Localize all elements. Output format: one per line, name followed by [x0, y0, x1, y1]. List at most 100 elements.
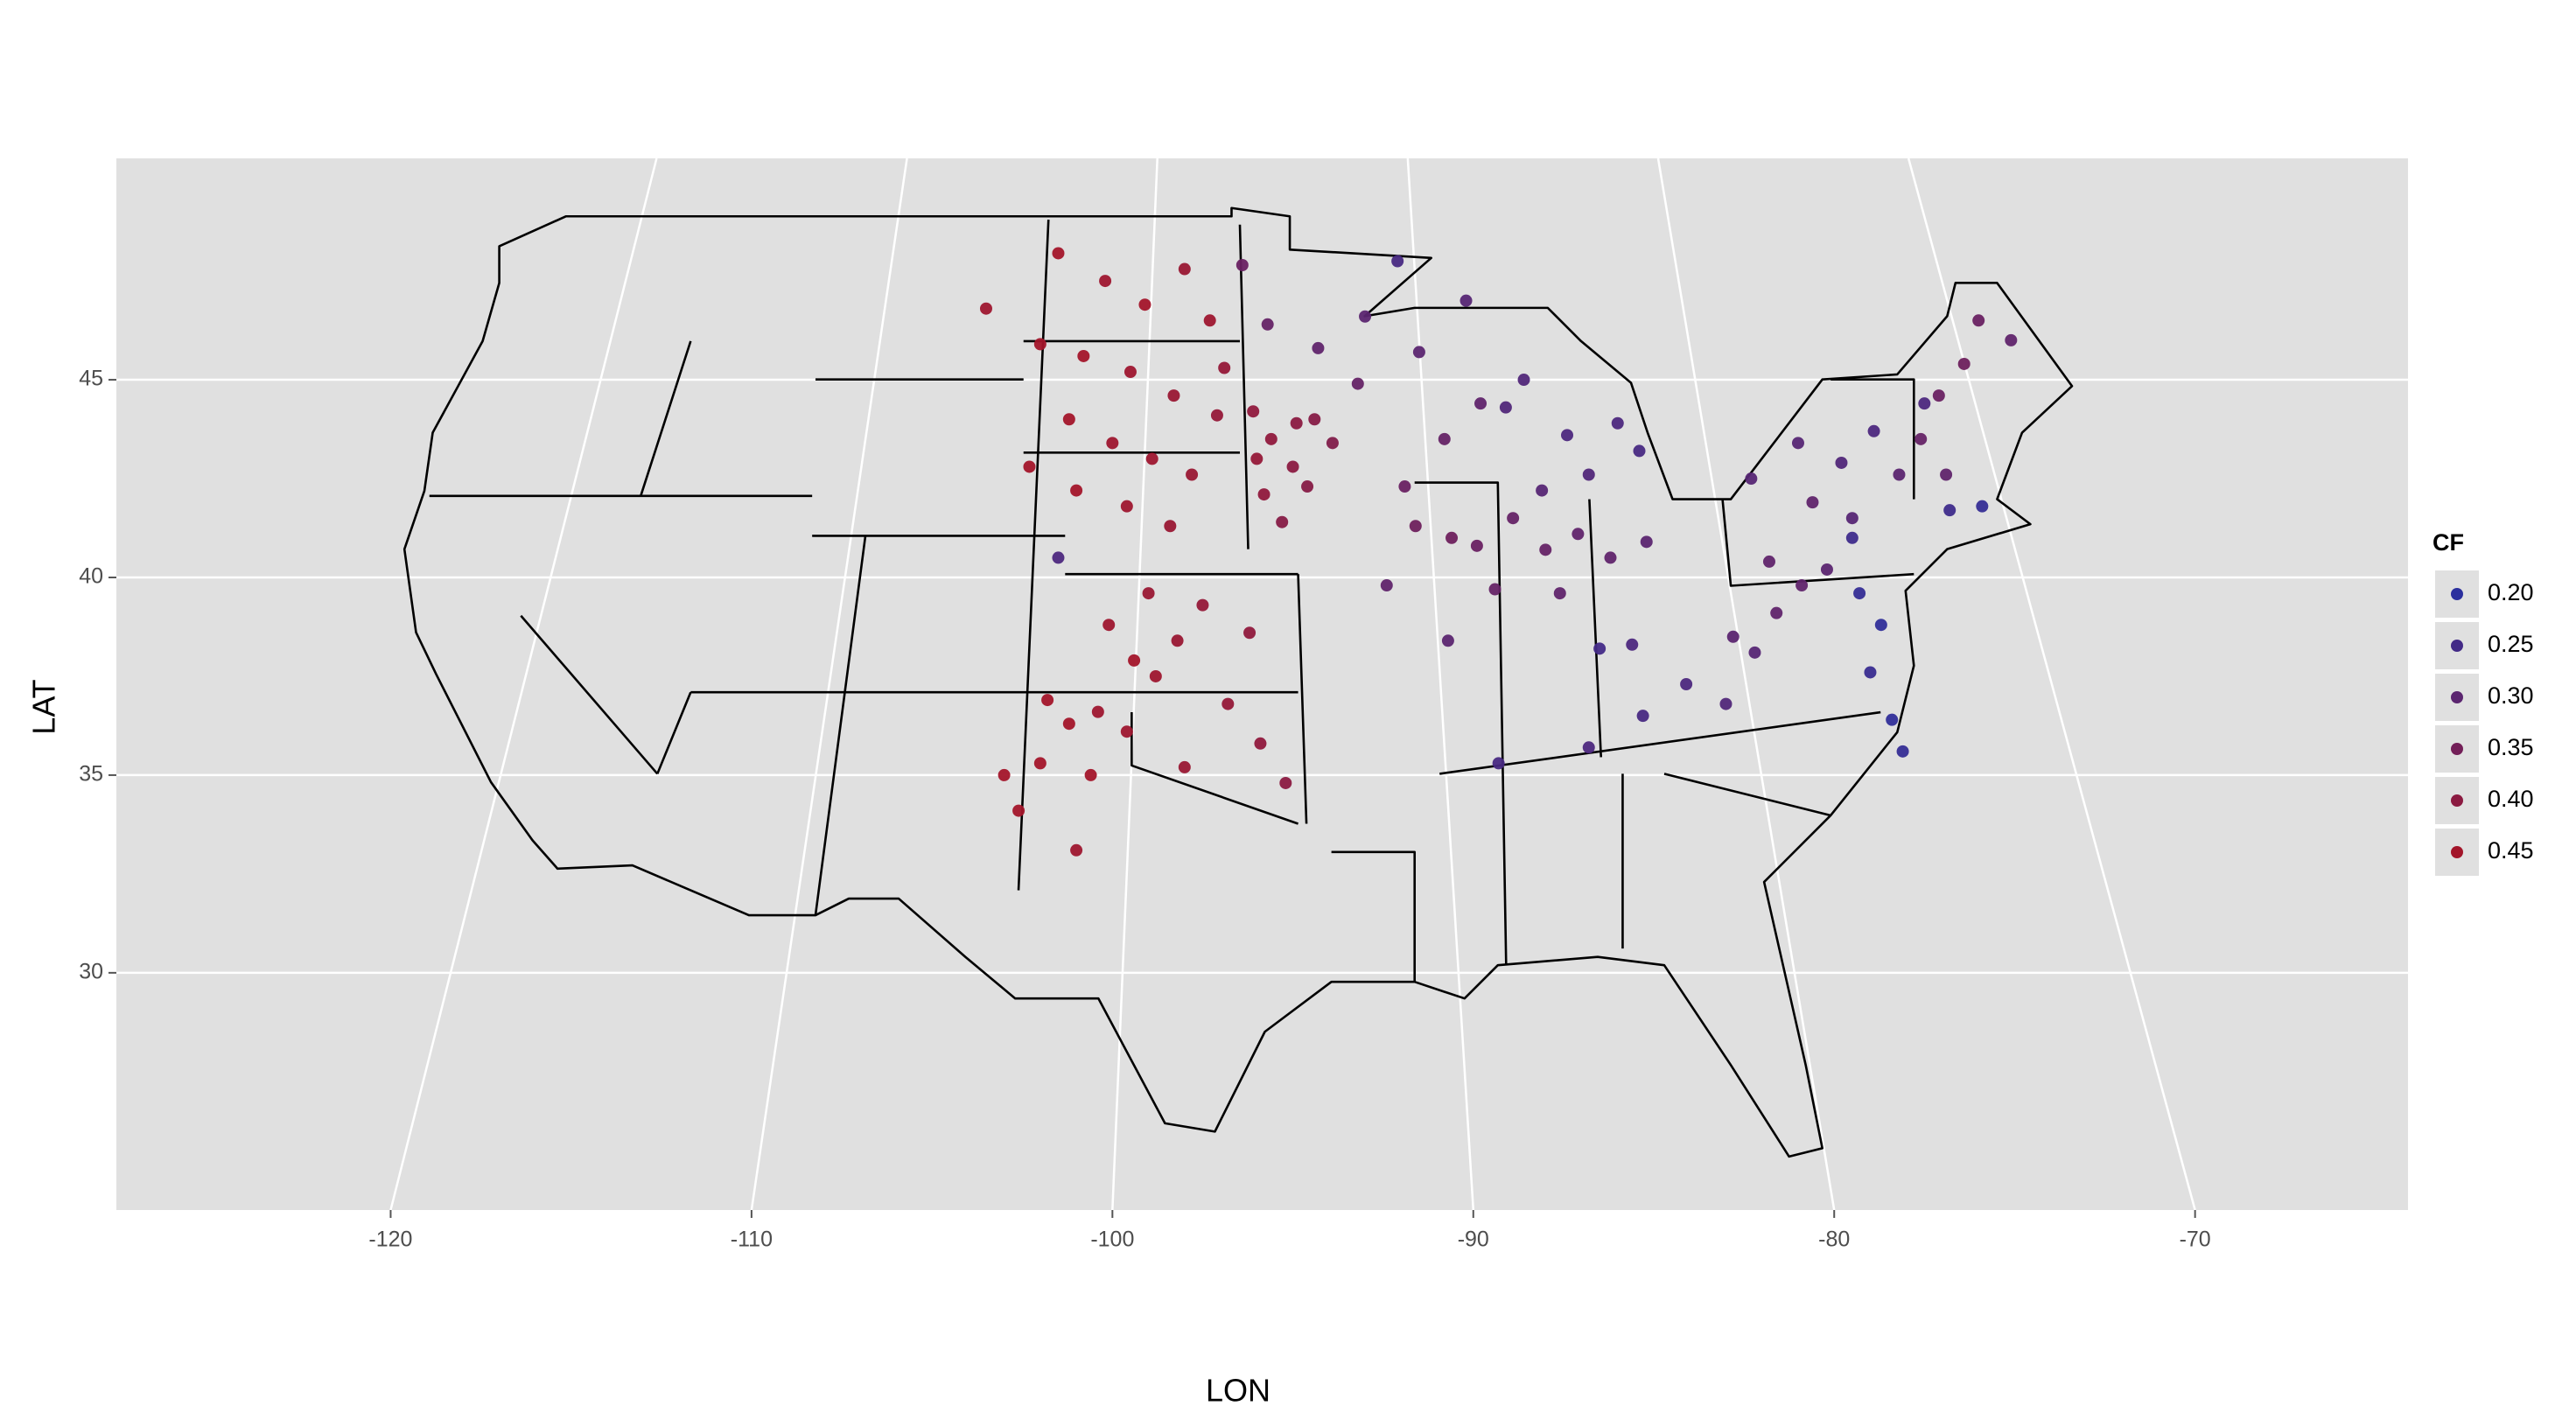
point — [1561, 429, 1574, 442]
legend-label: 0.25 — [2488, 631, 2534, 657]
point — [1745, 472, 1758, 486]
point — [1553, 587, 1566, 600]
point — [1149, 669, 1162, 682]
point — [1611, 416, 1624, 430]
point — [1261, 318, 1274, 331]
grid-line — [750, 157, 908, 1211]
point — [1164, 520, 1177, 533]
y-axis-title: LAT — [26, 679, 62, 734]
point — [1308, 413, 1321, 426]
point — [1218, 361, 1231, 374]
legend-label: 0.45 — [2488, 837, 2534, 864]
point — [1236, 259, 1249, 272]
point — [1438, 432, 1451, 445]
legend: 0.20 0.25 0.30 0.35 0.40 0.45 — [2433, 569, 2534, 878]
point — [1012, 804, 1026, 817]
point — [1488, 583, 1502, 596]
point — [1203, 314, 1216, 327]
point — [1460, 294, 1473, 307]
point — [1312, 341, 1325, 354]
legend-label: 0.30 — [2488, 682, 2534, 709]
point — [1582, 468, 1595, 481]
point — [1380, 579, 1393, 592]
point — [1102, 619, 1116, 632]
point — [1957, 357, 1970, 370]
legend-label: 0.35 — [2488, 734, 2534, 760]
point — [1441, 634, 1454, 647]
point — [1507, 512, 1520, 525]
points — [979, 247, 2018, 857]
point — [1932, 389, 1945, 402]
point — [1412, 346, 1425, 359]
point — [1536, 484, 1549, 497]
point — [1845, 512, 1858, 525]
x-axis-title: LON — [1206, 1373, 1270, 1409]
point — [1023, 460, 1036, 473]
point — [1914, 432, 1928, 445]
point — [1446, 531, 1459, 544]
point — [1210, 409, 1223, 422]
point — [1120, 500, 1133, 513]
point — [1033, 757, 1046, 770]
legend-swatch — [2451, 743, 2463, 755]
point — [1041, 694, 1054, 707]
point — [1918, 397, 1931, 410]
point — [1943, 504, 1956, 517]
y-tick-label: 35 — [79, 762, 103, 787]
point — [1474, 397, 1488, 410]
point — [1142, 587, 1155, 600]
point — [1301, 480, 1314, 493]
us-outline — [404, 208, 2072, 1157]
point — [1247, 405, 1260, 418]
point — [1791, 437, 1804, 450]
point — [1077, 349, 1090, 362]
y-tick-label: 40 — [79, 564, 103, 589]
legend-swatch — [2451, 640, 2463, 652]
point — [1762, 555, 1775, 568]
point — [1359, 310, 1372, 323]
point — [1178, 262, 1191, 276]
grid-line — [1907, 157, 2196, 1211]
point — [1279, 776, 1292, 789]
point — [1633, 444, 1646, 458]
point — [1222, 697, 1235, 710]
x-tick-label: -70 — [2180, 1228, 2211, 1252]
point — [1806, 496, 1819, 509]
point — [1120, 725, 1133, 738]
point — [1128, 654, 1141, 667]
point — [979, 302, 992, 315]
legend-swatch — [2451, 846, 2463, 858]
point — [1099, 275, 1112, 288]
point — [1052, 551, 1065, 564]
y-tick-label: 30 — [79, 959, 103, 983]
point — [1062, 413, 1075, 426]
point — [1138, 298, 1152, 311]
legend-swatch — [2451, 794, 2463, 807]
grid-line — [1111, 157, 1158, 1211]
point — [1326, 437, 1339, 450]
point — [1719, 697, 1732, 710]
grid-line — [389, 157, 658, 1211]
point — [1351, 377, 1364, 390]
point — [1145, 452, 1158, 465]
point — [1896, 745, 1909, 758]
point — [1171, 634, 1184, 647]
x-tick-label: -120 — [368, 1228, 412, 1252]
point — [1572, 528, 1585, 541]
point — [1893, 468, 1906, 481]
point — [1853, 587, 1866, 600]
point — [1940, 468, 1953, 481]
point — [1726, 630, 1740, 643]
point — [998, 768, 1011, 781]
point — [1276, 515, 1289, 528]
point — [1604, 551, 1617, 564]
point — [1286, 460, 1299, 473]
point — [1264, 432, 1278, 445]
point — [1748, 646, 1761, 659]
state-borders — [430, 220, 1914, 982]
point — [1582, 741, 1595, 754]
point — [1196, 598, 1209, 612]
point — [1626, 638, 1639, 651]
legend-label: 0.20 — [2488, 579, 2534, 605]
